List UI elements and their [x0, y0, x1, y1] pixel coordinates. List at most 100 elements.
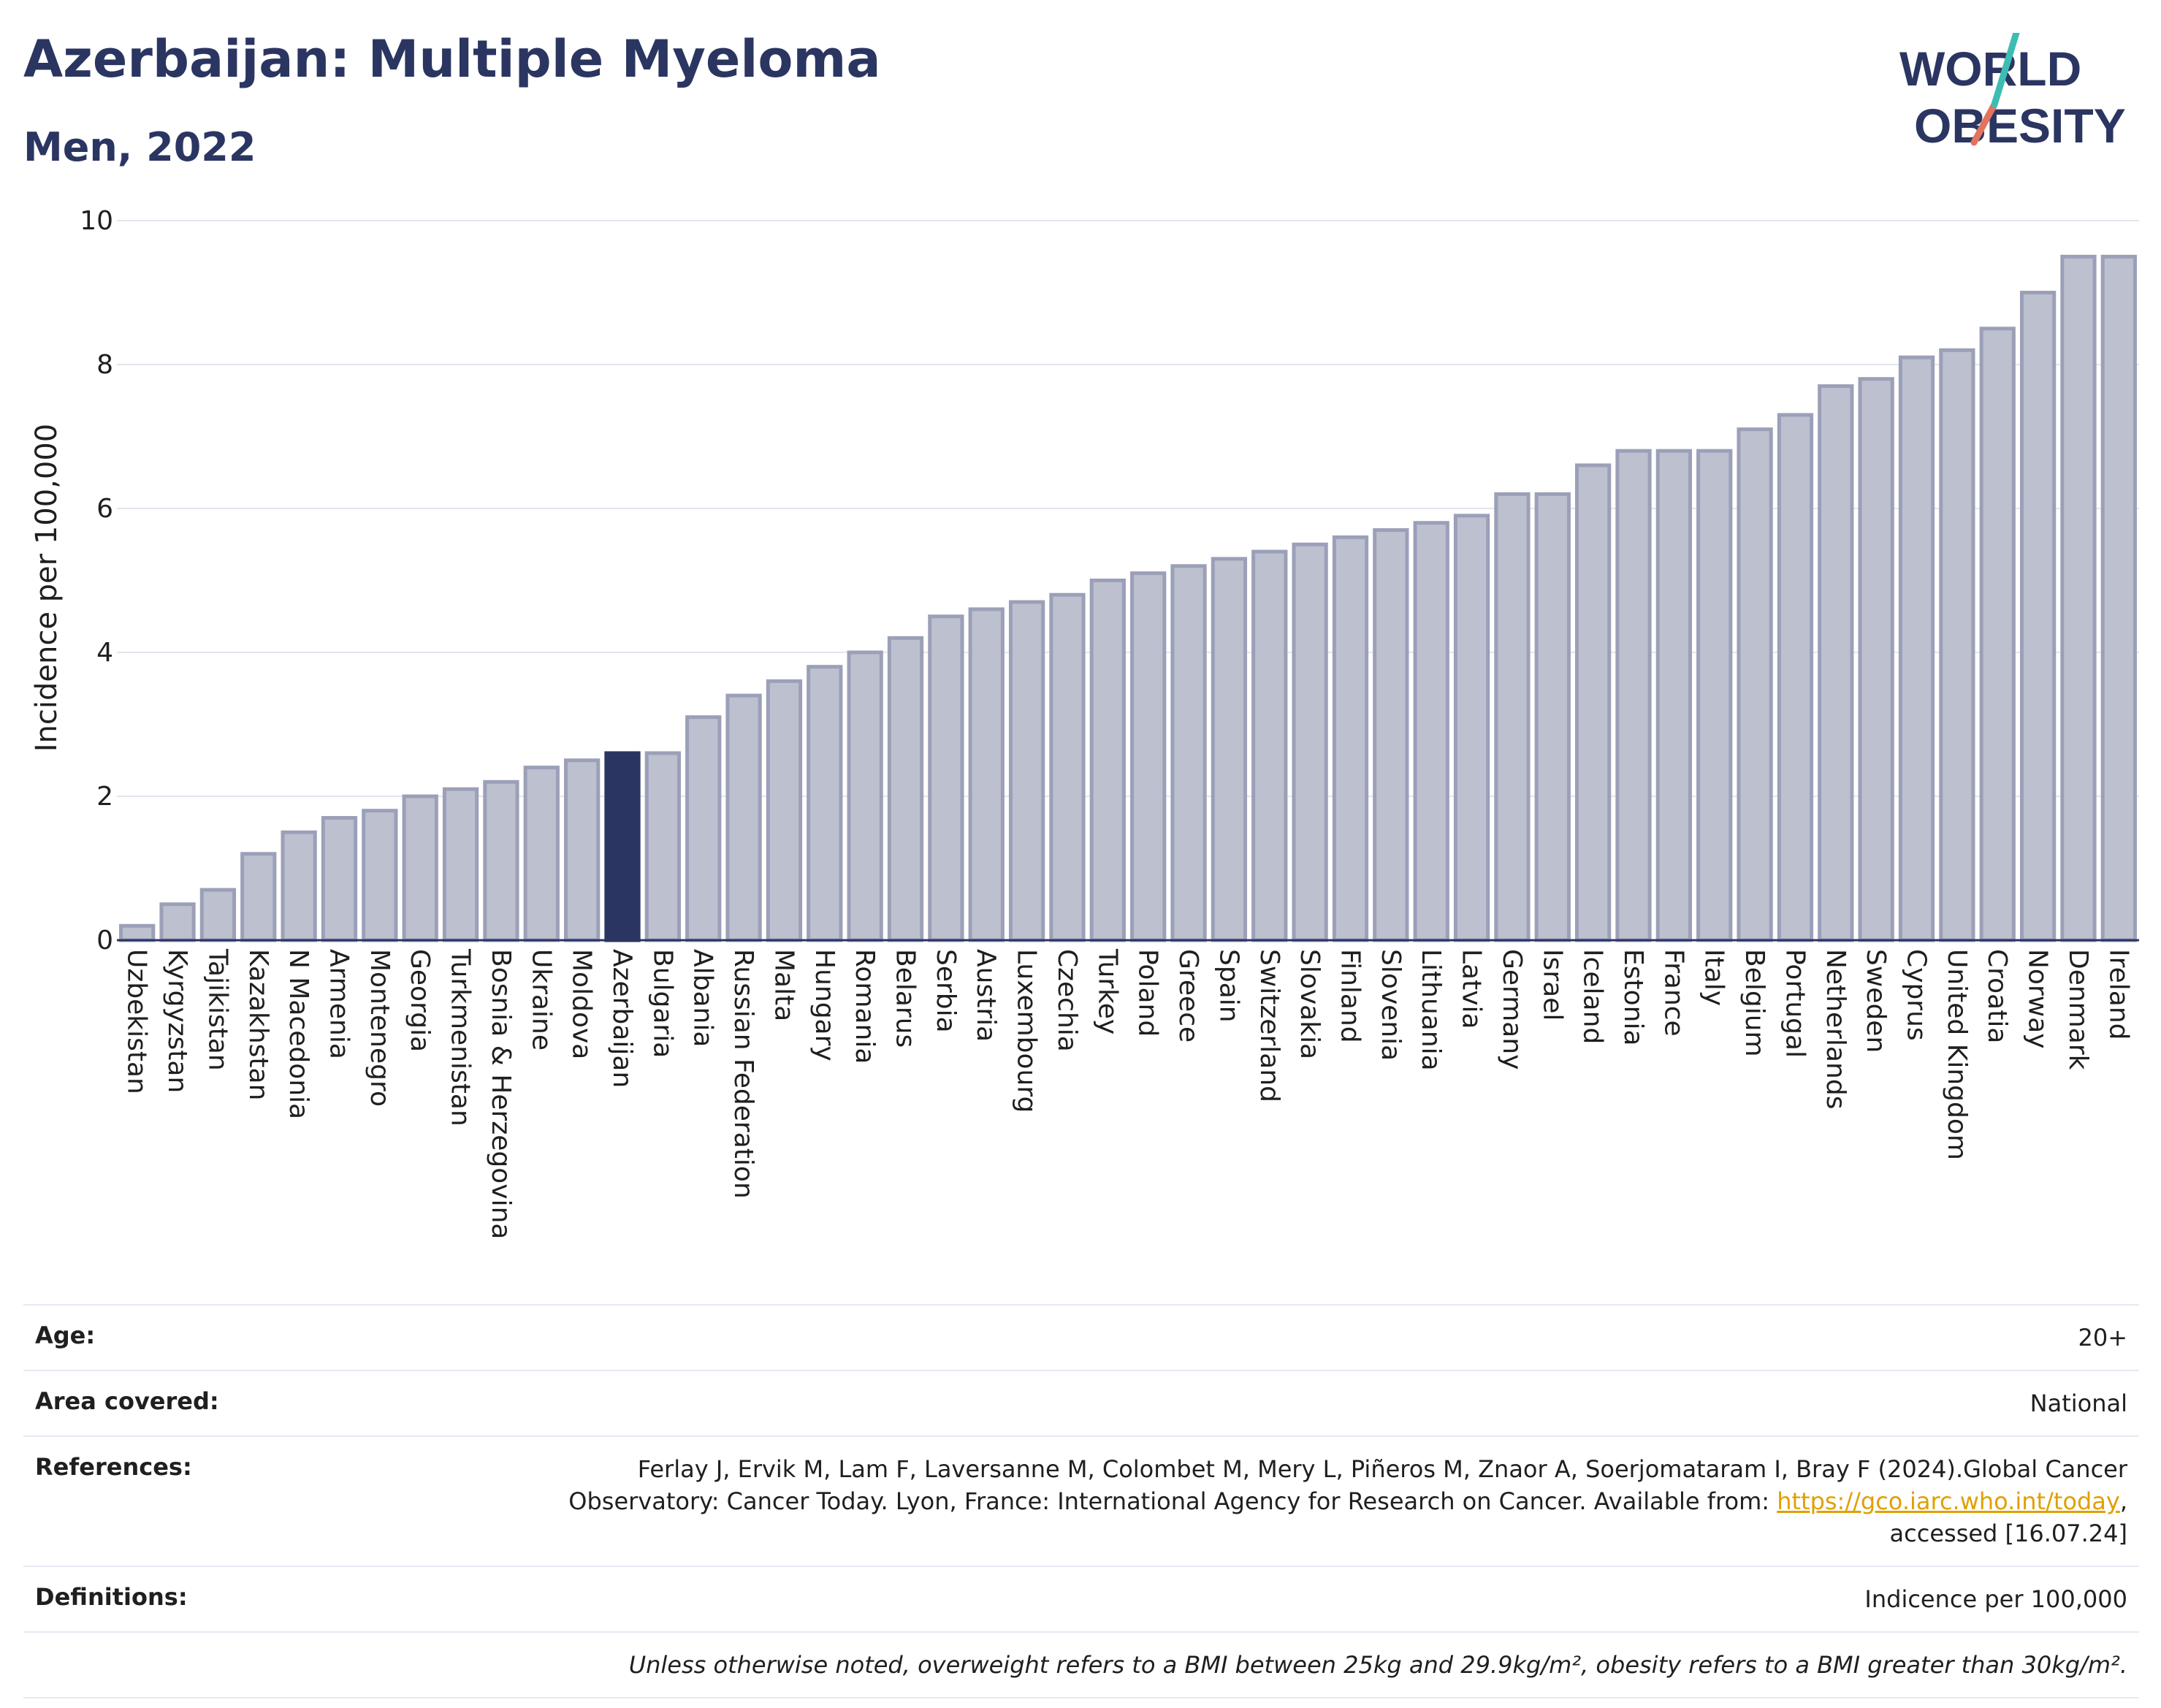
bar: [644, 751, 682, 942]
x-tick-label: Kazakhstan: [243, 949, 273, 1100]
bar: [362, 809, 398, 942]
references-label: References:: [35, 1453, 192, 1481]
x-tick-label: Finland: [1335, 949, 1365, 1043]
x-tick-label: Uzbekistan: [122, 949, 152, 1094]
y-tick-label: 2: [96, 782, 113, 812]
bar: [1211, 557, 1248, 942]
bar: [604, 751, 641, 942]
bar: [1130, 571, 1167, 942]
bar: [1534, 492, 1571, 942]
bar: [1939, 348, 1975, 942]
x-tick-label: Armenia: [324, 949, 354, 1059]
x-tick-label: Italy: [1699, 949, 1729, 1006]
bar: [199, 888, 237, 942]
bar: [928, 614, 964, 942]
bar: [1898, 355, 1935, 942]
metadata-table: Age: 20+ Area covered: National Referenc…: [23, 1304, 2139, 1699]
y-tick-label: 4: [96, 638, 113, 668]
world-obesity-logo: WORLD OBESITY: [1899, 33, 2126, 153]
x-tick-label: Romania: [850, 949, 880, 1064]
x-tick-label: Montenegro: [365, 949, 395, 1107]
note-row: Unless otherwise noted, overweight refer…: [23, 1631, 2139, 1699]
definitions-label: Definitions:: [35, 1583, 188, 1611]
x-tick-label: Ukraine: [526, 949, 556, 1051]
definitions-value: Indicence per 100,000: [1864, 1585, 2127, 1613]
bar: [766, 679, 803, 942]
logo-line1: WORLD: [1899, 42, 2081, 96]
bar: [1777, 413, 1814, 942]
logo-slash-teal: [1991, 33, 2020, 108]
bar: [1818, 384, 1854, 942]
bar: [1332, 535, 1369, 942]
bar: [1737, 427, 1773, 942]
x-tick-label: Georgia: [405, 949, 435, 1052]
bar: [2019, 291, 2057, 942]
x-tick-label: Serbia: [931, 949, 961, 1033]
bar: [1089, 579, 1126, 942]
logo-slash-red: [1970, 101, 1998, 146]
x-tick-label: Belarus: [891, 949, 921, 1048]
x-tick-label: Hungary: [809, 949, 839, 1061]
bar: [1170, 564, 1207, 942]
x-tick-label: Norway: [2023, 949, 2053, 1049]
bar: [1292, 542, 1328, 942]
bar: [725, 693, 762, 942]
references-row: References: Ferlay J, Ervik M, Lam F, La…: [23, 1436, 2139, 1566]
logo-line2: OBESITY: [1914, 99, 2126, 153]
x-tick-label: Russian Federation: [728, 949, 758, 1199]
bar: [2060, 254, 2097, 942]
references-tail: , accessed [16.07.24]: [1889, 1487, 2127, 1547]
bar: [1858, 377, 1894, 942]
x-tick-label: Latvia: [1457, 949, 1487, 1029]
x-tick-label: Switzerland: [1254, 949, 1284, 1102]
y-tick-label: 8: [96, 350, 113, 380]
x-tick-label: Azerbaijan: [607, 949, 637, 1088]
area-label: Area covered:: [35, 1387, 219, 1415]
definitions-row: Definitions: Indicence per 100,000: [23, 1566, 2139, 1631]
x-tick-label: Israel: [1537, 949, 1567, 1021]
bar: [1008, 600, 1045, 942]
bar: [1453, 514, 1490, 942]
y-axis-label: Incidence per 100,000: [30, 424, 64, 752]
bar: [1696, 449, 1733, 942]
bar: [523, 766, 560, 942]
bar: [119, 923, 156, 942]
bar: [159, 902, 196, 942]
bar: [847, 650, 883, 942]
x-tick-label: Slovakia: [1295, 949, 1325, 1059]
x-tick-label: Slovenia: [1376, 949, 1406, 1061]
bar: [1615, 449, 1652, 942]
bar: [968, 607, 1005, 942]
x-tick-label: Moldova: [567, 949, 597, 1059]
age-label: Age:: [35, 1322, 96, 1349]
age-row: Age: 20+: [23, 1304, 2139, 1370]
references-value: Ferlay J, Ervik M, Lam F, Laversanne M, …: [484, 1453, 2127, 1549]
bar: [442, 787, 479, 942]
age-value: 20+: [2078, 1324, 2127, 1351]
bar: [1251, 549, 1288, 942]
x-tick-label: Poland: [1133, 949, 1163, 1037]
bar: [1049, 592, 1086, 942]
x-tick-label: Iceland: [1578, 949, 1608, 1044]
bar: [240, 852, 277, 942]
page-title: Azerbaijan: Multiple Myeloma: [23, 29, 881, 89]
references-text: Ferlay J, Ervik M, Lam F, Laversanne M, …: [568, 1455, 2127, 1515]
x-tick-label: France: [1658, 949, 1688, 1037]
area-row: Area covered: National: [23, 1370, 2139, 1436]
bar: [563, 758, 601, 942]
x-tick-label: Czechia: [1052, 949, 1082, 1052]
x-tick-label: Spain: [1213, 949, 1243, 1023]
bar: [321, 816, 358, 942]
x-tick-label: Albania: [688, 949, 718, 1047]
bar: [1373, 528, 1409, 942]
x-tick-label: Austria: [971, 949, 1001, 1042]
x-tick-label: Denmark: [2063, 949, 2093, 1070]
bar-chart: 0 2 4 6 8 10 Uzbekistan Kyrgyzstan Tajikistan Kaz…: [30, 206, 2139, 1239]
y-tick-label: 6: [96, 494, 113, 524]
references-link[interactable]: https://gco.iarc.who.int/today: [1777, 1487, 2120, 1515]
bar: [1413, 521, 1449, 942]
bar: [281, 830, 317, 942]
x-tick-label: Malta: [769, 949, 799, 1021]
y-tick-label: 10: [80, 206, 113, 236]
x-tick-label: N Macedonia: [283, 949, 313, 1119]
